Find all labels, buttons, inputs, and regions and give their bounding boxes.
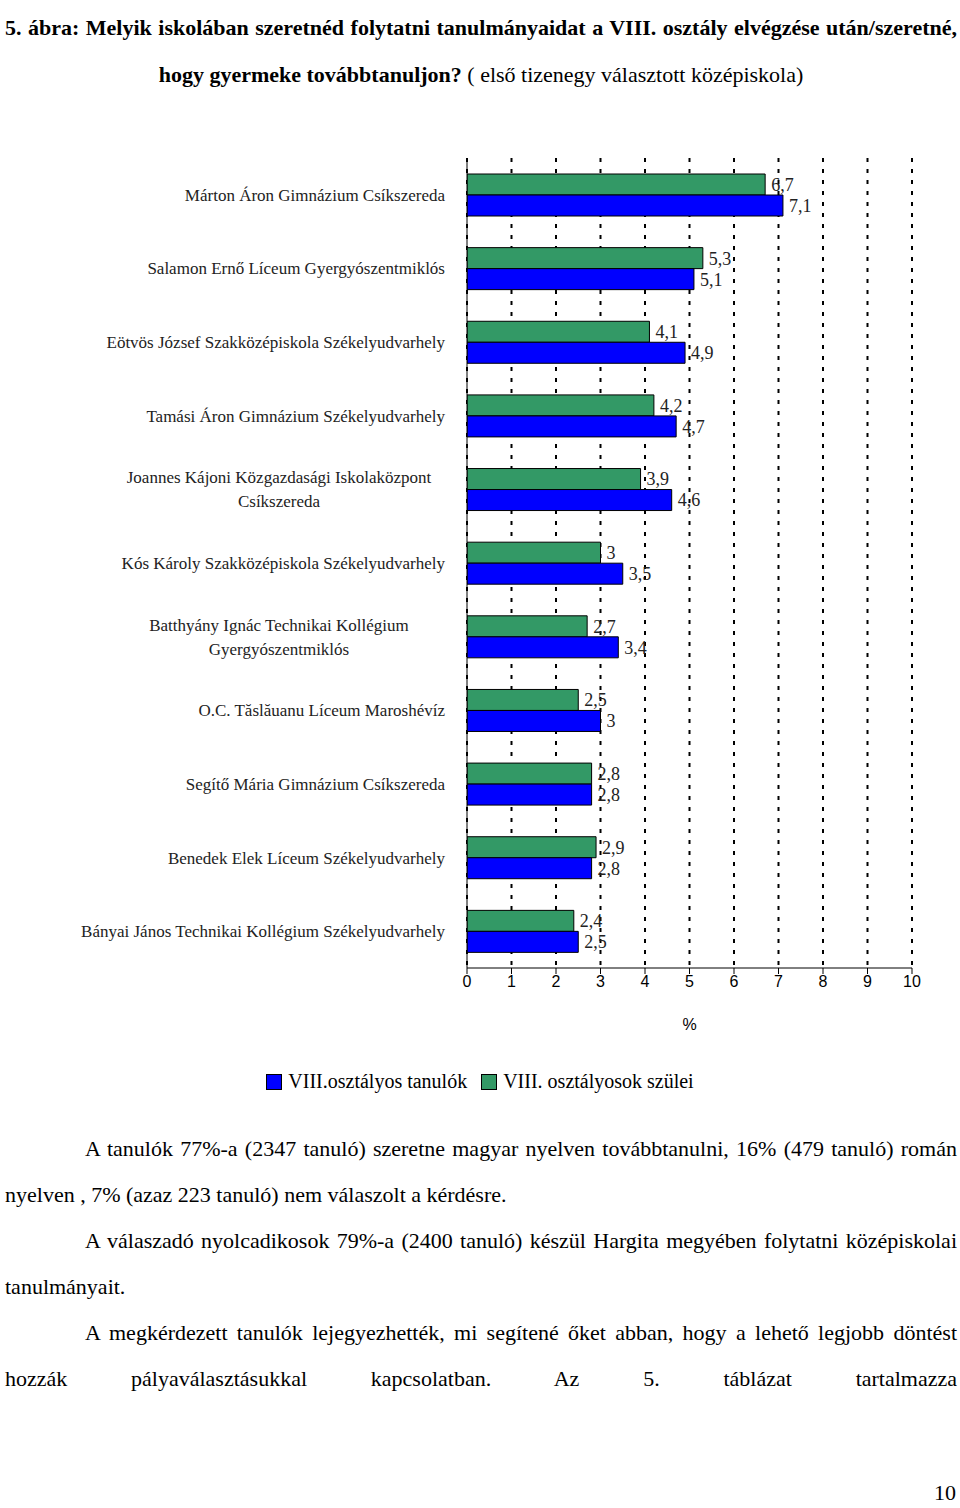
svg-text:Joannes Kájoni Közgazdasági Is: Joannes Kájoni Közgazdasági Iskolaközpon… xyxy=(127,468,432,511)
html-text:VIII. osztályosok szülei: VIII. osztályosok szülei xyxy=(503,1070,694,1092)
svg-text:Salamon Ernő Líceum Gyergyósze: Salamon Ernő Líceum Gyergyószentmiklós xyxy=(147,259,445,278)
svg-text:9: 9 xyxy=(863,973,872,990)
svg-text:2,8: 2,8 xyxy=(598,859,621,879)
svg-text:5: 5 xyxy=(685,973,694,990)
svg-text:1: 1 xyxy=(507,973,516,990)
svg-text:Márton Áron Gimnázium Csíkszer: Márton Áron Gimnázium Csíkszereda xyxy=(185,186,446,205)
svg-text:5,1: 5,1 xyxy=(700,270,723,290)
svg-text:7,1: 7,1 xyxy=(789,196,812,216)
svg-text:4,7: 4,7 xyxy=(682,417,705,437)
html-text:A válaszadó nyolcadikosok 79%-: A válaszadó nyolcadikosok 79%-a (2400 ta… xyxy=(5,1228,957,1299)
svg-text:Batthyány Ignác Technikai Koll: Batthyány Ignác Technikai KollégiumGyerg… xyxy=(149,616,409,659)
svg-text:2,8: 2,8 xyxy=(598,785,621,805)
svg-text:0: 0 xyxy=(463,973,472,990)
svg-text:6,7: 6,7 xyxy=(771,175,794,195)
html-text:VIII.osztályos tanulók: VIII.osztályos tanulók xyxy=(288,1070,468,1092)
svg-text:%: % xyxy=(682,1016,696,1030)
svg-text:3: 3 xyxy=(607,543,616,563)
svg-text:3,5: 3,5 xyxy=(629,564,652,584)
svg-text:Bányai János Technikai Kollégi: Bányai János Technikai Kollégium Székely… xyxy=(81,922,445,941)
svg-text:2,4: 2,4 xyxy=(580,911,603,931)
svg-text:2: 2 xyxy=(552,973,561,990)
html-text:A megkérdezett tanulók lejegye: A megkérdezett tanulók lejegyezhették, m… xyxy=(5,1320,957,1391)
svg-text:5,3: 5,3 xyxy=(709,249,732,269)
html-text:5. ábra: Melyik iskolában szer: 5. ábra: Melyik iskolában szeretnéd foly… xyxy=(5,15,957,87)
svg-text:4,1: 4,1 xyxy=(655,322,678,342)
html-text:10: 10 xyxy=(934,1480,956,1505)
svg-text:2,7: 2,7 xyxy=(593,617,616,637)
svg-text:Segítő Mária Gimnázium Csíksze: Segítő Mária Gimnázium Csíkszereda xyxy=(186,775,446,794)
svg-text:Eötvös József Szakközépiskola: Eötvös József Szakközépiskola Székelyudv… xyxy=(107,333,446,352)
svg-text:3: 3 xyxy=(607,711,616,731)
svg-text:Tamási Áron Gimnázium Székelyu: Tamási Áron Gimnázium Székelyudvarhely xyxy=(146,407,445,426)
svg-text:4: 4 xyxy=(641,973,650,990)
svg-text:4,6: 4,6 xyxy=(678,490,701,510)
svg-text:8: 8 xyxy=(819,973,828,990)
svg-text:Kós Károly Szakközépiskola Szé: Kós Károly Szakközépiskola Székelyudvarh… xyxy=(122,554,446,573)
svg-text:3,9: 3,9 xyxy=(647,469,670,489)
svg-text:10: 10 xyxy=(903,973,921,990)
svg-text:4,2: 4,2 xyxy=(660,396,683,416)
svg-text:3: 3 xyxy=(596,973,605,990)
svg-text:2,9: 2,9 xyxy=(602,838,625,858)
html-text:A tanulók 77%-a (2347 tanuló): A tanulók 77%-a (2347 tanuló) szeretne m… xyxy=(5,1136,957,1207)
svg-text:2,8: 2,8 xyxy=(598,764,621,784)
svg-text:3,4: 3,4 xyxy=(624,638,647,658)
svg-text:O.C. Tăslăuanu Líceum Maroshév: O.C. Tăslăuanu Líceum Maroshévíz xyxy=(198,701,445,720)
svg-text:2,5: 2,5 xyxy=(584,932,607,952)
svg-text:7: 7 xyxy=(774,973,783,990)
svg-text:6: 6 xyxy=(730,973,739,990)
svg-text:2,5: 2,5 xyxy=(584,690,607,710)
svg-text:Benedek Elek Líceum Székelyudv: Benedek Elek Líceum Székelyudvarhely xyxy=(168,849,446,868)
svg-text:4,9: 4,9 xyxy=(691,343,714,363)
